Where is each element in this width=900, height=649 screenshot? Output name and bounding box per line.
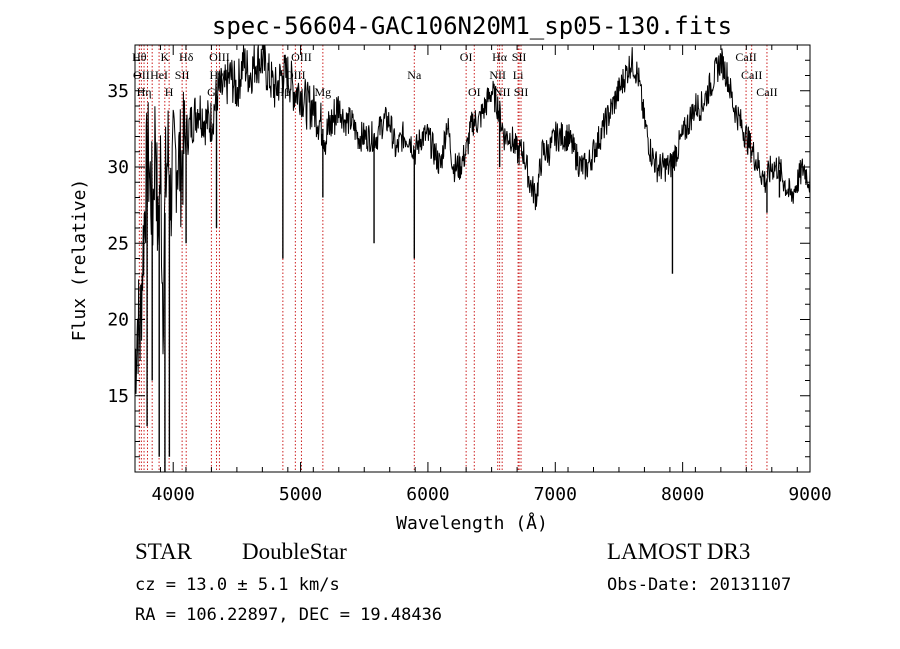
line-label-7: H xyxy=(165,85,174,99)
line-label-12: OIII xyxy=(209,50,230,64)
line-label-18: OI xyxy=(460,50,473,64)
object-class: STAR xyxy=(135,539,193,564)
observation-date: Obs-Date: 20131107 xyxy=(607,575,791,595)
line-label-14: OIII xyxy=(285,68,306,82)
chart-title: spec-56604-GAC106N20M1_sp05-130.fits xyxy=(212,12,732,40)
plot-frame xyxy=(134,44,811,473)
x-tick-label-3: 7000 xyxy=(534,484,577,505)
y-tick-label-1: 20 xyxy=(107,310,129,331)
line-label-17: Na xyxy=(407,68,422,82)
y-axis-label: Flux (relative) xyxy=(69,179,90,342)
y-tick-label-2: 25 xyxy=(107,233,129,254)
line-label-8: SII xyxy=(175,68,190,82)
x-tick-label-5: 9000 xyxy=(788,484,831,505)
line-label-15: OIII xyxy=(291,50,312,64)
x-axis-label: Wavelength (Å) xyxy=(396,512,548,534)
spectral-line-labels: HθOIIHηHeIKHSIIHδGHγOIIIHβOIIIOIIIMgNaOI… xyxy=(132,50,777,99)
line-label-27: CaII xyxy=(741,68,762,82)
redshift-cz: cz = 13.0 ± 5.1 km/s xyxy=(135,575,340,595)
line-label-20: NII xyxy=(489,68,506,82)
line-label-21: Hα xyxy=(492,50,508,64)
y-tick-label-0: 15 xyxy=(107,386,129,407)
y-axis-ticks: 15 20 25 30 35 xyxy=(107,59,810,458)
absorption-spikes xyxy=(146,75,781,472)
x-tick-label-4: 8000 xyxy=(661,484,704,505)
spectrum-series-line xyxy=(134,44,811,394)
line-label-1: OII xyxy=(133,68,150,82)
line-label-25: SII xyxy=(514,85,529,99)
line-label-9: Hδ xyxy=(179,50,194,64)
line-label-10: G xyxy=(207,85,216,99)
line-label-16: Mg xyxy=(315,85,332,99)
line-label-22: NII xyxy=(494,85,511,99)
x-tick-label-1: 5000 xyxy=(279,484,322,505)
x-axis-ticks: 4000 5000 6000 7000 8000 9000 xyxy=(134,45,832,505)
object-subclass: DoubleStar xyxy=(242,539,347,564)
line-label-19: OI xyxy=(468,85,481,99)
line-label-0: Hθ xyxy=(132,50,147,64)
y-tick-label-4: 35 xyxy=(107,81,129,102)
line-label-5: HeI xyxy=(150,68,168,82)
survey-name: LAMOST DR3 xyxy=(607,539,750,564)
coordinates: RA = 106.22897, DEC = 19.48436 xyxy=(135,605,442,625)
x-tick-label-0: 4000 xyxy=(152,484,195,505)
line-label-26: CaII xyxy=(735,50,756,64)
line-label-6: K xyxy=(160,50,169,64)
y-tick-label-3: 30 xyxy=(107,157,129,178)
line-label-2: Hη xyxy=(137,85,152,99)
line-label-24: SII xyxy=(512,50,527,64)
line-label-28: CaII xyxy=(756,85,777,99)
x-tick-label-2: 6000 xyxy=(406,484,449,505)
line-label-23: Li xyxy=(513,68,524,82)
